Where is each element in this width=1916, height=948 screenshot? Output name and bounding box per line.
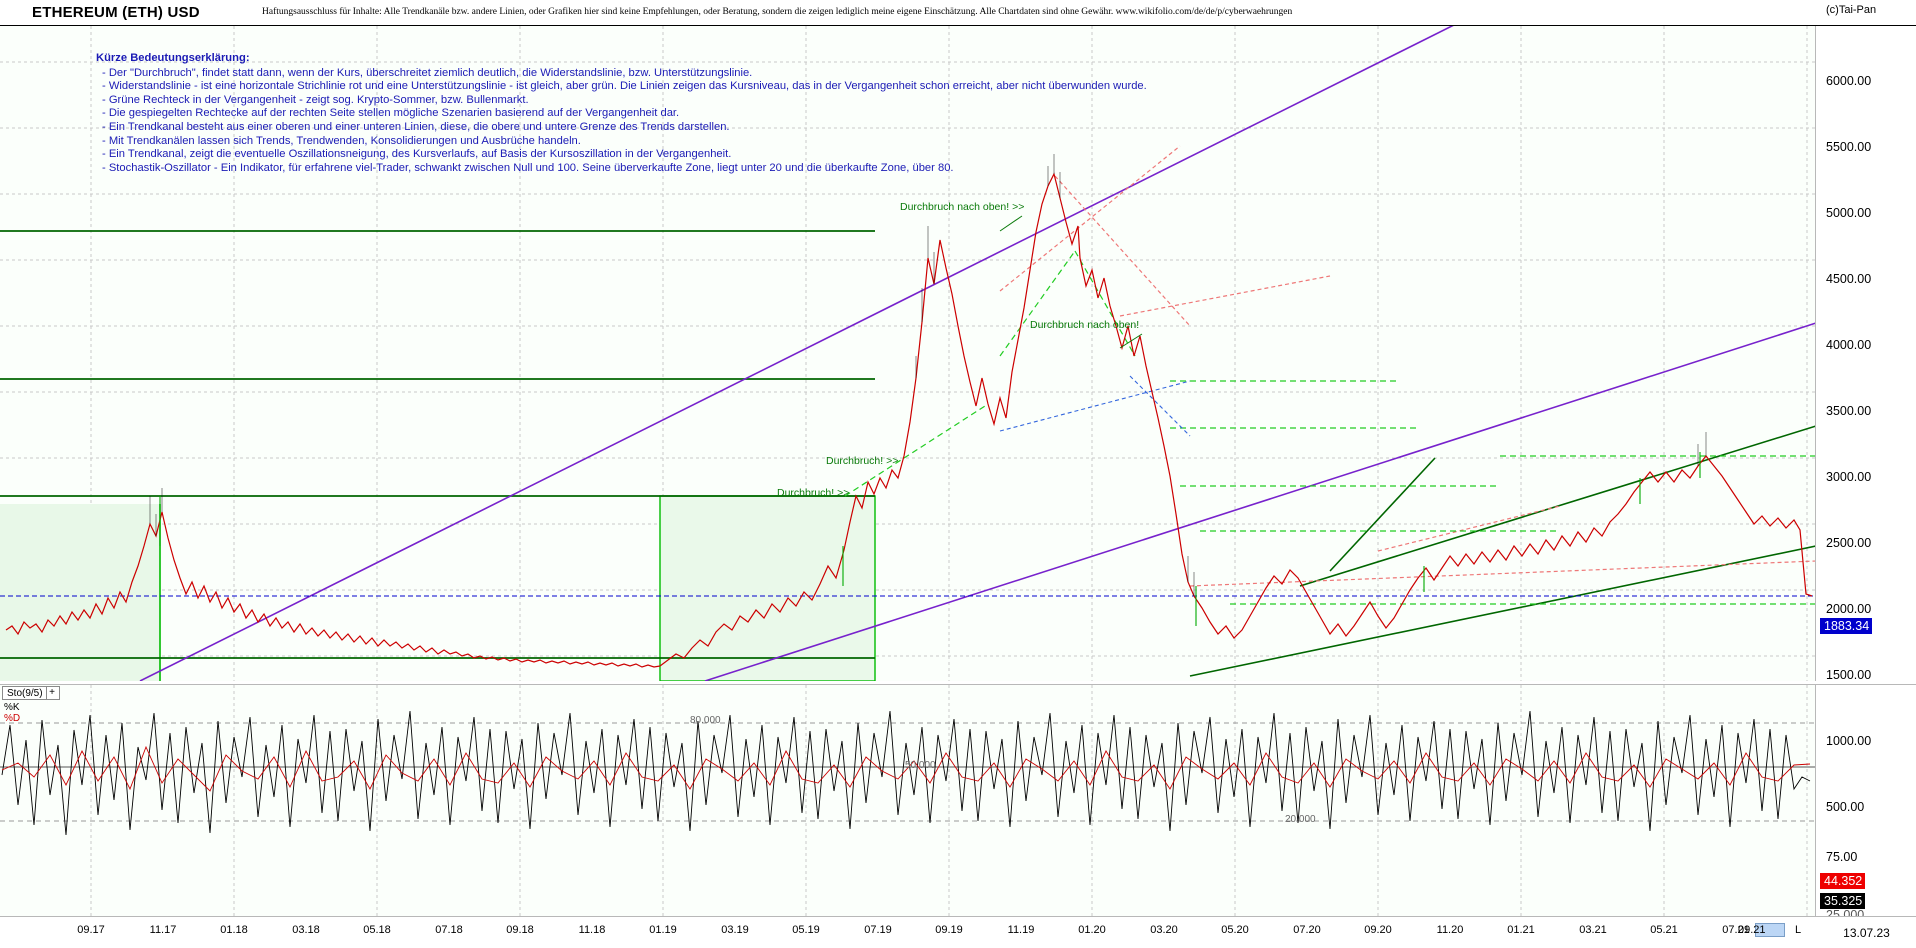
indicator-value-d-badge: 35.325 xyxy=(1820,893,1866,909)
annotation-durchbruch-4: Durchbruch! >> xyxy=(777,487,850,499)
date-tick-4: 05.18 xyxy=(363,924,391,936)
date-tick-14: 01.20 xyxy=(1078,924,1106,936)
indicator-series-k-label: %K xyxy=(4,702,20,713)
annotation-durchbruch-1: Durchbruch nach oben! >> xyxy=(900,201,1025,213)
indicator-tag-label: Sto(9/5) xyxy=(7,687,43,699)
date-tick-2: 01.18 xyxy=(220,924,248,936)
annotation-durchbruch-3: Durchbruch! >> xyxy=(826,455,899,467)
date-last-value: 13.07.23 xyxy=(1843,925,1890,940)
axis-tick-4000: 4000.00 xyxy=(1826,338,1872,352)
price-chart-pane[interactable]: Durchbruch nach oben! >> Durchbruch nach… xyxy=(0,26,1816,681)
date-tick-5: 07.18 xyxy=(435,924,463,936)
horizontal-gridlines xyxy=(0,61,1815,657)
legend-title: Kürze Bedeutungserklärung: xyxy=(96,52,250,64)
axis-tick-5000: 5000.00 xyxy=(1826,206,1872,220)
indicator-series-d-label: %D xyxy=(4,713,21,724)
legend-line-2: - Widerstandslinie - ist eine horizontal… xyxy=(102,80,1147,93)
green-trend-channel-right xyxy=(1189,425,1815,677)
indicator-vertical-gridlines xyxy=(90,685,1808,916)
bull-market-rect-left xyxy=(0,504,160,681)
date-tick-16: 05.20 xyxy=(1221,924,1249,936)
date-tick-23: 07.21 xyxy=(1722,924,1750,936)
date-tick-8: 01.19 xyxy=(649,924,677,936)
date-selection-label: 09.21 xyxy=(1738,924,1766,936)
date-tick-10: 05.19 xyxy=(792,924,820,936)
stochastic-k-line xyxy=(1,710,1811,836)
stochastic-indicator-pane[interactable]: 80.000 50.000 20.000 xyxy=(0,684,1816,916)
date-tick-17: 07.20 xyxy=(1293,924,1321,936)
indicator-axis-tick-75: 75.00 xyxy=(1826,850,1858,864)
date-tick-22: 05.21 xyxy=(1650,924,1678,936)
annotation-arrows xyxy=(999,215,1143,349)
chart-header: ETHEREUM (ETH) USD Haftungsausschluss fü… xyxy=(0,0,1916,26)
date-tick-1: 11.17 xyxy=(149,924,177,936)
support-lines xyxy=(0,230,875,659)
level-50-label: 50.000 xyxy=(905,760,936,771)
axis-tick-3500: 3500.00 xyxy=(1826,404,1872,418)
axis-tick-5500: 5500.00 xyxy=(1826,140,1872,154)
axis-tick-1500: 1500.00 xyxy=(1826,668,1872,682)
legend-line-6: - Mit Trendkanälen lassen sich Trends, T… xyxy=(102,134,581,147)
date-tick-19: 11.20 xyxy=(1436,924,1464,936)
date-tick-21: 03.21 xyxy=(1579,924,1607,936)
annotation-durchbruch-2: Durchbruch nach oben! xyxy=(1030,319,1140,331)
legend-line-7: - Ein Trendkanal, zeigt die eventuelle O… xyxy=(102,148,732,161)
indicator-expand-icon[interactable]: + xyxy=(45,687,58,699)
date-tick-20: 01.21 xyxy=(1507,924,1535,936)
vertical-gridlines xyxy=(90,26,1808,681)
current-price-badge: 1883.34 xyxy=(1820,618,1873,634)
date-selection-marker: L xyxy=(1795,924,1802,936)
legend-line-4: - Die gespiegelten Rechtecke auf der rec… xyxy=(102,107,680,120)
scenario-lines-blue xyxy=(999,375,1191,437)
bull-market-rect-mid xyxy=(659,495,876,681)
date-tick-12: 09.19 xyxy=(935,924,963,936)
indicator-value-k-badge: 44.352 xyxy=(1820,873,1866,889)
axis-tick-3000: 3000.00 xyxy=(1826,470,1872,484)
resistance-lines-dashed xyxy=(999,145,1815,587)
page-title: ETHEREUM (ETH) USD xyxy=(32,4,200,21)
axis-tick-1000: 1000.00 xyxy=(1826,734,1872,748)
axis-tick-4500: 4500.00 xyxy=(1826,272,1872,286)
indicator-axis-tick-25: 25.000 xyxy=(1826,908,1865,916)
axis-tick-6000: 6000.00 xyxy=(1826,74,1872,88)
axis-tick-500: 500.00 xyxy=(1826,800,1865,814)
legend-line-8: - Stochastik-Oszillator - Ein Indikator,… xyxy=(102,161,954,174)
date-tick-13: 11.19 xyxy=(1007,924,1035,936)
axis-tick-2000: 2000.00 xyxy=(1826,602,1872,616)
candlestick-series xyxy=(5,154,1813,668)
legend-explanation-block: Kürze Bedeutungserklärung: - Der "Durchb… xyxy=(96,52,1147,175)
axis-tick-2500: 2500.00 xyxy=(1826,536,1872,550)
stochastic-svg xyxy=(0,685,1815,916)
axis-pane-divider xyxy=(1816,684,1916,685)
disclaimer-text: Haftungsausschluss für Inhalte: Alle Tre… xyxy=(262,7,1293,17)
date-tick-9: 03.19 xyxy=(721,924,749,936)
date-tick-6: 09.18 xyxy=(506,924,534,936)
stochastic-d-line xyxy=(1,745,1811,792)
date-tick-7: 11.18 xyxy=(578,924,606,936)
date-selection-box[interactable] xyxy=(1755,923,1785,937)
legend-line-3: - Grüne Rechteck in der Vergangenheit - … xyxy=(102,93,529,106)
date-tick-11: 07.19 xyxy=(864,924,892,936)
level-80-label: 80.000 xyxy=(690,715,721,726)
price-chart-svg xyxy=(0,26,1815,681)
date-axis[interactable]: 09.17 11.17 01.18 03.18 05.18 07.18 09.1… xyxy=(0,916,1916,948)
price-axis[interactable]: 6000.00 5500.00 5000.00 4500.00 4000.00 … xyxy=(1816,26,1916,916)
projection-lines-dashed xyxy=(844,250,1815,605)
indicator-tag[interactable]: Sto(9/5) + xyxy=(2,686,60,700)
level-20-label: 20.000 xyxy=(1285,814,1316,825)
purple-trend-channel xyxy=(139,26,1815,681)
copyright-label: (c)Tai-Pan xyxy=(1826,4,1877,16)
date-tick-15: 03.20 xyxy=(1150,924,1178,936)
legend-line-5: - Ein Trendkanal besteht aus einer obere… xyxy=(102,120,730,133)
date-tick-3: 03.18 xyxy=(292,924,320,936)
date-tick-18: 09.20 xyxy=(1364,924,1392,936)
date-tick-0: 09.17 xyxy=(77,924,105,936)
legend-line-1: - Der "Durchbruch", findet statt dann, w… xyxy=(102,66,753,79)
